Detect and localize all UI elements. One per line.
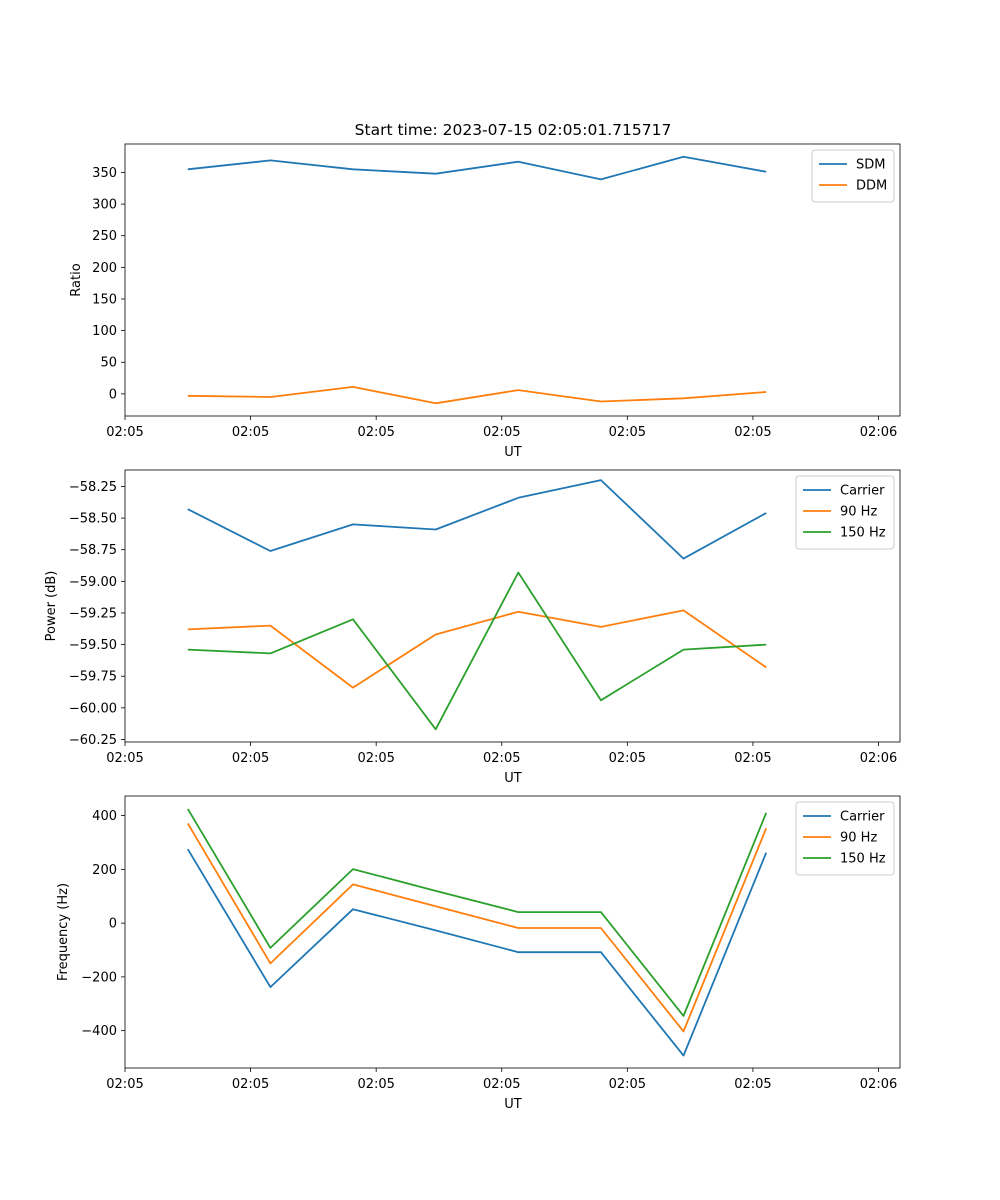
legend-label: DDM <box>856 179 887 194</box>
y-tick-label: 0 <box>109 917 117 932</box>
x-axis-label: UT <box>504 771 522 786</box>
plot-frame <box>124 143 901 417</box>
series-line-150-hz <box>187 571 767 731</box>
x-tick-label: 02:05 <box>232 751 269 766</box>
y-tick-label: −59.50 <box>69 638 117 653</box>
y-tick-label: 50 <box>100 356 117 371</box>
legend-box <box>811 149 895 203</box>
series-line-90-hz <box>187 609 767 689</box>
y-tick-label: −59.00 <box>69 575 117 590</box>
y-tick-label: −59.25 <box>69 606 117 621</box>
x-tick-label: 02:05 <box>609 1077 646 1092</box>
legend-label: Carrier <box>840 810 885 825</box>
y-tick-label: −200 <box>81 970 117 985</box>
y-tick-label: −58.75 <box>69 543 117 558</box>
legend: Carrier 90 Hz 150 Hz <box>795 475 895 550</box>
x-tick-label: 02:05 <box>609 751 646 766</box>
y-tick-label: 200 <box>92 261 117 276</box>
x-tick-label: 02:06 <box>860 1077 897 1092</box>
x-tick-label: 02:05 <box>106 425 143 440</box>
y-tick-label: 250 <box>92 229 117 244</box>
x-tick-label: 02:05 <box>734 1077 771 1092</box>
y-tick-label: −60.00 <box>69 701 117 716</box>
y-tick-label: 0 <box>109 387 117 402</box>
series-line-90-hz <box>187 822 768 1033</box>
x-tick-label: 02:05 <box>609 425 646 440</box>
legend: Carrier 90 Hz 150 Hz <box>795 801 895 876</box>
series-line-carrier <box>187 479 767 560</box>
y-tick-label: 400 <box>92 809 117 824</box>
legend-label: 150 Hz <box>840 526 886 541</box>
x-tick-label: 02:06 <box>860 751 897 766</box>
y-tick-label: 200 <box>92 863 117 878</box>
y-axis-label: Ratio <box>69 263 84 296</box>
x-tick-label: 02:05 <box>483 1077 520 1092</box>
y-tick-label: −58.25 <box>69 480 117 495</box>
x-tick-label: 02:05 <box>357 751 394 766</box>
x-tick-label: 02:05 <box>734 751 771 766</box>
x-tick-label: 02:05 <box>483 425 520 440</box>
ratio-panel: Start time: 2023-07-15 02:05:01.715717 0… <box>69 121 901 460</box>
frequency-panel: 02:05 02:05 02:05 02:05 02:05 02:05 02:06 −400 −… <box>56 795 901 1112</box>
x-tick-label: 02:05 <box>483 751 520 766</box>
plot-frame <box>124 795 901 1069</box>
series-line-150-hz <box>187 808 768 1017</box>
x-tick-label: 02:05 <box>357 425 394 440</box>
x-tick-label: 02:05 <box>232 425 269 440</box>
series-line-carrier <box>187 848 768 1057</box>
x-tick-label: 02:05 <box>734 425 771 440</box>
y-tick-label: 350 <box>92 166 117 181</box>
x-tick-label: 02:05 <box>106 1077 143 1092</box>
y-tick-label: 150 <box>92 292 117 307</box>
series-line-ddm <box>187 385 767 405</box>
y-axis-label: Frequency (Hz) <box>56 883 71 981</box>
plot-frame <box>124 469 901 743</box>
x-axis-label: UT <box>504 445 522 460</box>
chart-title: Start time: 2023-07-15 02:05:01.715717 <box>355 121 672 139</box>
y-tick-label: −59.75 <box>69 670 117 685</box>
x-tick-label: 02:05 <box>232 1077 269 1092</box>
y-tick-label: 300 <box>92 198 117 213</box>
x-tick-label: 02:05 <box>106 751 143 766</box>
legend-box <box>795 801 895 876</box>
series-line-sdm <box>187 155 767 181</box>
legend-label: Carrier <box>840 484 885 499</box>
y-axis-label: Power (dB) <box>44 571 59 642</box>
x-axis-label: UT <box>504 1097 522 1112</box>
x-tick-label: 02:06 <box>860 425 897 440</box>
y-tick-label: −58.50 <box>69 512 117 527</box>
legend-box <box>795 475 895 550</box>
legend-label: 150 Hz <box>840 852 886 867</box>
y-tick-label: −60.25 <box>69 733 117 748</box>
legend-label: 90 Hz <box>840 505 877 520</box>
y-tick-label: −400 <box>81 1024 117 1039</box>
y-tick-label: 100 <box>92 324 117 339</box>
legend-label: 90 Hz <box>840 831 877 846</box>
power-panel: 02:05 02:05 02:05 02:05 02:05 02:05 02:06 −60.2… <box>44 469 901 786</box>
legend: SDM DDM <box>811 149 895 203</box>
x-tick-label: 02:05 <box>357 1077 394 1092</box>
legend-label: SDM <box>856 158 885 173</box>
